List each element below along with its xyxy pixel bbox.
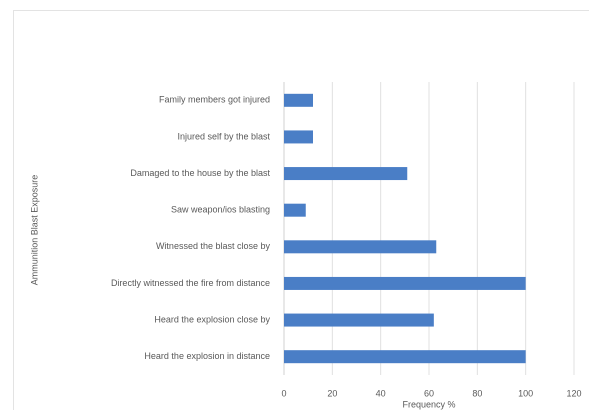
y-tick-label: Family members got injured: [159, 95, 270, 105]
x-tick-label: 100: [518, 388, 533, 398]
bar: [284, 130, 313, 143]
bar: [284, 277, 526, 290]
x-tick-label: 0: [281, 388, 286, 398]
y-tick-label: Directly witnessed the fire from distanc…: [111, 278, 270, 288]
bar: [284, 204, 306, 217]
y-tick-label: Heard the explosion in distance: [144, 351, 270, 361]
y-tick-label: Injured self by the blast: [177, 131, 270, 141]
bar: [284, 94, 313, 107]
y-tick-label: Heard the explosion close by: [154, 314, 270, 324]
x-tick-label: 120: [566, 388, 581, 398]
y-tick-label: Saw weapon/ios blasting: [171, 205, 270, 215]
y-axis-label: Ammunition Blast Exposure: [29, 175, 39, 286]
bar: [284, 167, 407, 180]
x-tick-label: 80: [472, 388, 482, 398]
bar: [284, 350, 526, 363]
bar: [284, 240, 436, 253]
x-tick-label: 60: [424, 388, 434, 398]
x-tick-label: 40: [376, 388, 386, 398]
y-tick-label: Witnessed the blast close by: [156, 241, 271, 251]
x-axis-label: Frequency %: [402, 399, 455, 409]
bar: [284, 314, 434, 327]
x-tick-label: 20: [327, 388, 337, 398]
y-tick-label: Damaged to the house by the blast: [130, 168, 270, 178]
